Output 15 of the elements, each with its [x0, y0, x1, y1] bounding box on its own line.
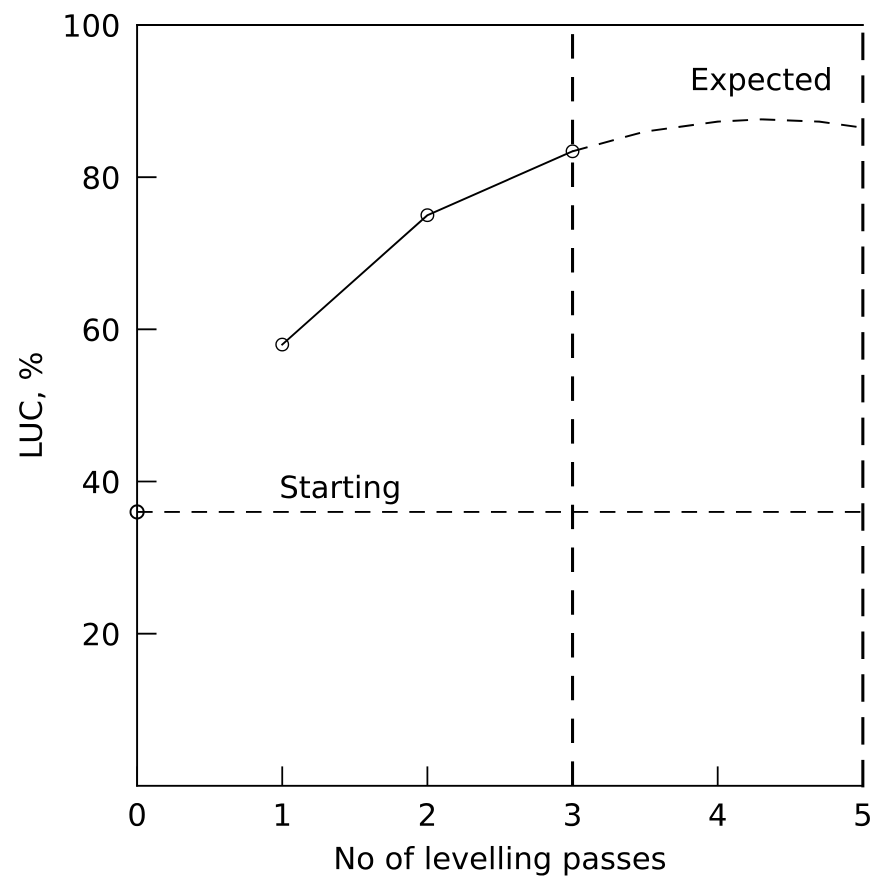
- x-tick-label: 4: [709, 803, 726, 826]
- x-tick-label: 3: [565, 803, 580, 826]
- y-tick-label: 80: [84, 166, 118, 190]
- y-axis-title: LUC, %: [19, 353, 46, 456]
- x-axis-title: No of levelling passes: [336, 846, 666, 876]
- y-tick-label: 20: [84, 622, 118, 646]
- y-tick-label: 60: [84, 318, 118, 342]
- x-tick-label: 5: [855, 803, 870, 826]
- ref-line-label: Starting: [281, 474, 398, 504]
- series-label: Expected: [692, 66, 830, 97]
- y-tick-label: 100: [65, 14, 118, 38]
- x-tick-label: 1: [276, 803, 290, 826]
- x-tick-label: 2: [420, 803, 434, 826]
- y-tick-label: 40: [83, 470, 118, 494]
- x-tick-label: 0: [129, 803, 145, 826]
